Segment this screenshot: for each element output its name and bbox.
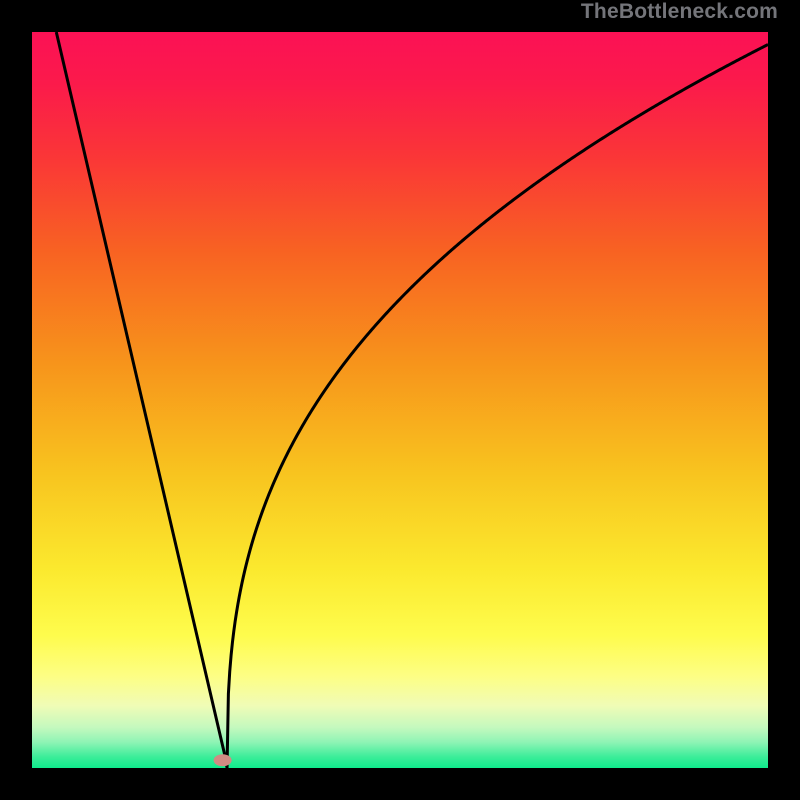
attribution-text: TheBottleneck.com — [581, 0, 778, 24]
bottleneck-chart — [0, 0, 800, 800]
chart-stage: TheBottleneck.com — [0, 0, 800, 800]
bottleneck-marker — [214, 754, 232, 766]
